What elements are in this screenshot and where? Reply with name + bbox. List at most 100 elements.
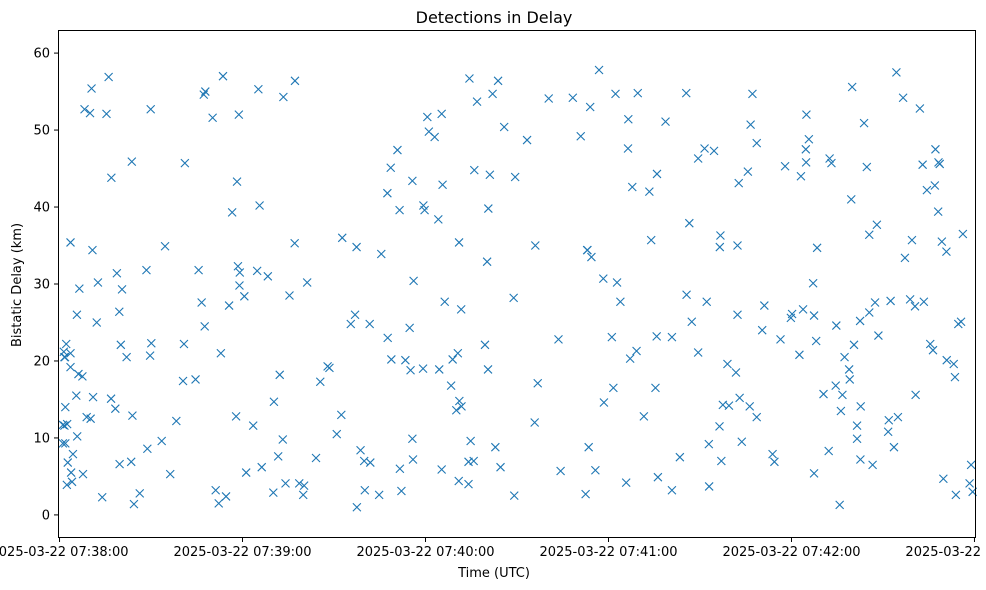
data-point-marker xyxy=(585,102,595,112)
data-point-marker xyxy=(63,458,73,467)
data-point-marker xyxy=(397,486,406,496)
data-point-marker xyxy=(180,158,190,168)
data-point-marker xyxy=(128,411,137,421)
data-point-marker xyxy=(434,365,444,374)
data-point-marker xyxy=(142,444,152,454)
data-point-marker xyxy=(715,422,724,431)
data-point-marker xyxy=(900,253,910,263)
data-point-marker xyxy=(269,397,279,407)
data-point-marker xyxy=(743,167,753,177)
data-point-marker xyxy=(856,401,866,411)
data-point-marker xyxy=(88,392,98,402)
data-point-marker xyxy=(693,348,703,357)
data-point-marker xyxy=(241,468,251,477)
data-point-marker xyxy=(179,339,189,349)
data-point-marker xyxy=(294,478,304,488)
data-point-marker xyxy=(285,291,294,300)
data-point-marker xyxy=(464,479,473,489)
data-point-marker xyxy=(910,301,920,311)
data-point-marker xyxy=(74,369,83,379)
data-point-marker xyxy=(852,421,862,431)
data-point-marker xyxy=(852,434,862,444)
data-point-marker xyxy=(60,352,70,362)
data-point-marker xyxy=(420,205,429,215)
data-point-marker xyxy=(937,237,947,247)
data-point-marker xyxy=(456,305,466,314)
data-point-marker xyxy=(383,333,393,343)
x-axis-label: Time (UTC) xyxy=(457,566,530,581)
data-point-marker xyxy=(386,355,396,364)
data-point-marker xyxy=(234,110,244,120)
data-point-marker xyxy=(825,154,834,163)
data-point-marker xyxy=(801,144,811,154)
data-point-marker xyxy=(632,346,641,356)
data-point-marker xyxy=(208,113,218,123)
data-point-marker xyxy=(61,339,71,349)
data-point-marker xyxy=(346,319,356,329)
data-point-marker xyxy=(408,176,417,186)
data-point-marker xyxy=(798,305,808,314)
data-point-marker xyxy=(480,340,490,350)
y-tick-label: 60 xyxy=(33,47,50,62)
data-point-marker xyxy=(893,412,903,422)
plot-area-background xyxy=(58,30,976,538)
data-point-marker xyxy=(633,88,643,98)
y-tick-label: 40 xyxy=(33,201,50,216)
data-point-marker xyxy=(298,490,308,500)
data-point-marker xyxy=(715,242,725,252)
data-point-marker xyxy=(102,109,111,119)
data-point-marker xyxy=(446,381,456,390)
data-point-marker xyxy=(114,307,124,317)
data-point-marker xyxy=(469,456,479,466)
data-point-marker xyxy=(811,336,821,346)
data-point-marker xyxy=(809,468,819,478)
data-point-marker xyxy=(235,268,245,277)
data-point-marker xyxy=(400,355,410,365)
data-point-marker xyxy=(488,89,497,99)
data-point-marker xyxy=(752,412,762,422)
data-point-marker xyxy=(704,482,714,491)
data-point-marker xyxy=(709,146,719,156)
data-point-marker xyxy=(776,335,785,344)
data-point-marker xyxy=(454,396,464,406)
data-point-marker xyxy=(938,474,948,484)
data-point-marker xyxy=(466,436,476,446)
data-point-marker xyxy=(200,87,210,96)
data-point-marker xyxy=(627,182,637,192)
data-point-marker xyxy=(395,464,405,474)
data-point-marker xyxy=(804,134,814,144)
data-point-marker xyxy=(745,401,755,411)
data-point-marker xyxy=(942,247,951,257)
data-point-marker xyxy=(509,293,519,303)
data-point-marker xyxy=(886,296,895,306)
data-point-marker xyxy=(493,76,503,86)
y-axis-label: Bistatic Delay (km) xyxy=(10,223,25,347)
data-point-marker xyxy=(856,455,865,464)
data-point-marker xyxy=(958,229,968,239)
data-point-marker xyxy=(587,252,596,262)
data-point-marker xyxy=(248,421,258,431)
data-point-marker xyxy=(235,281,244,290)
data-point-marker xyxy=(290,76,300,86)
data-point-marker xyxy=(356,445,365,455)
data-point-marker xyxy=(889,442,899,452)
data-point-marker xyxy=(802,110,811,120)
data-point-marker xyxy=(831,381,841,390)
data-point-marker xyxy=(611,89,620,99)
data-point-marker xyxy=(465,74,474,83)
data-point-marker xyxy=(146,338,156,348)
data-point-marker xyxy=(796,171,806,181)
data-point-marker xyxy=(376,249,386,259)
data-point-marker xyxy=(667,485,677,495)
data-point-marker xyxy=(352,502,362,512)
data-point-marker xyxy=(278,92,288,102)
data-point-marker xyxy=(652,169,662,179)
data-point-marker xyxy=(723,359,732,369)
data-point-marker xyxy=(336,410,346,420)
data-point-marker xyxy=(693,154,703,163)
data-point-marker xyxy=(522,135,532,145)
data-point-marker xyxy=(838,390,847,400)
data-point-marker xyxy=(872,220,882,230)
data-point-marker xyxy=(907,235,917,245)
data-point-marker xyxy=(78,469,88,479)
